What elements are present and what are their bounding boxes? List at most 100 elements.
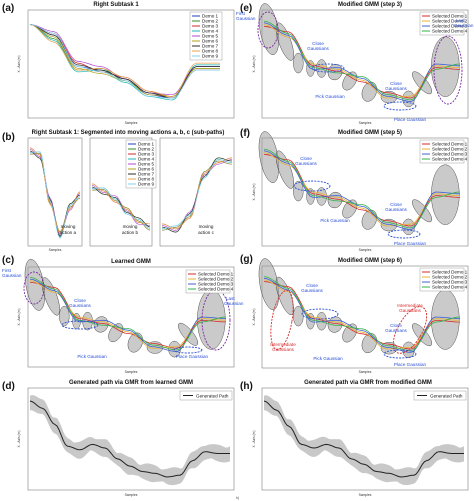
panel-b-title: Right Subtask 1: Segmented into moving a…	[32, 130, 225, 136]
panel-b-seg2-demo-5	[91, 185, 151, 226]
g-place-ring	[383, 349, 417, 359]
panel-d-xlabel: Samples	[125, 493, 138, 497]
panel-c-title: Learned GMM	[111, 259, 151, 265]
panel-h: (h) Generated path via GMR from modified…	[236, 380, 469, 500]
panel-g-selected-demo-3	[263, 277, 461, 353]
panel-a-legend-label-4: Demo 4	[202, 29, 219, 34]
action-b-line2: action b	[122, 230, 139, 235]
action-b-line1: moving	[123, 224, 138, 229]
g-intermediate-ring-2	[392, 306, 428, 354]
panel-c-legend-label-4: Selected Demo 4	[198, 287, 234, 292]
panel-e-selected-demo-4	[263, 20, 461, 101]
panel-c-gaussian-3	[59, 305, 70, 327]
panel-g-gmm	[258, 258, 461, 359]
e-first-gaussian-1: First	[236, 11, 246, 16]
panel-b-legend-label-2: Demo 2	[138, 147, 155, 152]
panel-e-gaussian-7	[342, 71, 358, 91]
panel-g: (g) Modified GMM (step 6) Samples X - Ax…	[240, 254, 469, 374]
f-close-gaussians-1: Close	[300, 156, 312, 161]
panel-c-gaussian-2	[41, 277, 60, 316]
action-c-line1: moving	[199, 224, 214, 229]
panel-b: (b) Right Subtask 1: Segmented into movi…	[2, 130, 235, 252]
panel-h-title: Generated path via GMR from modified GMM	[304, 380, 432, 386]
g-pick-gaussian: Pick Gaussian	[313, 356, 343, 361]
panel-c-legend-label-3: Selected Demo 3	[198, 282, 234, 287]
panel-d-generated-path	[29, 400, 230, 478]
panel-a-legend-label-1: Demo 1	[202, 14, 219, 19]
g-close-gaussians-2: Gaussians	[301, 288, 323, 293]
e-place-gaussian: Place Gaussian	[394, 117, 427, 122]
panel-b-label: (b)	[2, 132, 15, 143]
panel-g-gaussian-3	[293, 305, 304, 327]
panel-c-legend-box	[185, 269, 231, 294]
panel-f-legend-label-1: Selected Demo 1	[432, 142, 468, 147]
panel-a-label: (a)	[2, 3, 14, 14]
panel-d: (d) Generated path via GMR from learned …	[2, 380, 235, 497]
panel-d-confidence-band	[30, 395, 230, 486]
panel-f-gaussian-3	[293, 180, 304, 202]
panel-g-legend-box	[419, 267, 465, 292]
panel-c-selected-demo-3	[29, 278, 226, 353]
panel-e: (e) Modified GMM (step 3) Samples X - Ax…	[236, 2, 474, 125]
f-place-gaussian: Place Gaussian	[394, 241, 427, 246]
f-close-ring	[293, 180, 331, 192]
c-last-gaussian-2: Gaussian	[224, 301, 244, 306]
c-place-ring	[173, 346, 203, 354]
g-close-gaussians-1: Close	[306, 283, 318, 288]
g-intermediate-4: Gaussians	[272, 347, 294, 352]
panel-h-confidence-band	[264, 395, 464, 486]
panel-b-seg2-demo-9	[91, 187, 151, 229]
panel-e-legend-box	[419, 11, 465, 36]
e-close-gaussians-4: Gaussians	[385, 86, 407, 91]
panel-g-title: Modified GMM (step 6)	[338, 258, 402, 264]
panel-h-generated-path	[263, 400, 464, 478]
panel-d-title: Generated path via GMR from learned GMM	[69, 380, 193, 386]
g-close-gaussians-3: Close	[390, 323, 402, 328]
f-close-gaussians-4: Gaussians	[385, 207, 407, 212]
panel-d-legend: Generated Path	[179, 390, 233, 401]
e-last-gaussian-1: Last	[456, 18, 465, 23]
panel-c-gaussian-7	[108, 323, 124, 343]
c-first-ring	[23, 271, 45, 305]
e-close-gaussians-1: Close	[312, 41, 324, 46]
g-intermediate-2: Gaussians	[399, 308, 421, 313]
panel-e-legend-label-2: Selected Demo 2	[432, 19, 468, 24]
panel-c-label: (c)	[2, 255, 14, 266]
panel-a-legend-label-2: Demo 2	[202, 19, 219, 24]
panel-f-legend-label-4: Selected Demo 4	[432, 157, 468, 162]
panel-a-line-demo-9	[29, 24, 220, 99]
e-last-gaussian-2: Gaussian	[454, 23, 474, 28]
panel-a-legend-label-5: Demo 5	[202, 34, 219, 39]
e-close-gaussians-3: Close	[390, 81, 402, 86]
panel-d-gmr	[29, 395, 230, 486]
panel-g-selected-demo-1	[263, 281, 461, 350]
panel-g-legend-label-1: Selected Demo 1	[432, 270, 468, 275]
panel-h-legend: Generated Path	[413, 390, 467, 401]
panel-f-legend-label-3: Selected Demo 3	[432, 152, 468, 157]
panel-b-legend-label-1: Demo 1	[138, 142, 155, 147]
f-close-gaussians-2: Gaussians	[295, 161, 317, 166]
panel-c-ylabel: X - Axis (m)	[17, 308, 21, 325]
action-c-line2: action c	[198, 230, 215, 235]
panel-g-xlabel: Samples	[359, 370, 372, 374]
panel-g-legend-label-2: Selected Demo 2	[432, 275, 468, 280]
panel-d-legend-label: Generated Path	[196, 393, 229, 398]
c-last-gaussian-1: Last	[226, 296, 235, 301]
panel-e-ylabel: X - Axis (m)	[252, 55, 256, 72]
panel-b-series	[29, 147, 233, 239]
panel-e-gmm	[257, 3, 463, 111]
e-close-gaussians-2: Gaussians	[307, 46, 329, 51]
panel-h-xlabel: Samples	[359, 493, 372, 497]
g-place-gaussian: Place Gaussian	[394, 362, 427, 367]
panel-c-legend-label-2: Selected Demo 2	[198, 277, 234, 282]
panel-f-selected-demo-4	[263, 148, 461, 229]
panel-b-seg2-demo-8	[91, 183, 151, 225]
panel-f-legend-label-2: Selected Demo 2	[432, 147, 468, 152]
panel-a-ylabel: X - Axis (m)	[17, 55, 21, 72]
panel-g-ylabel: X - Axis (m)	[252, 308, 256, 325]
panel-a-series	[29, 24, 220, 101]
